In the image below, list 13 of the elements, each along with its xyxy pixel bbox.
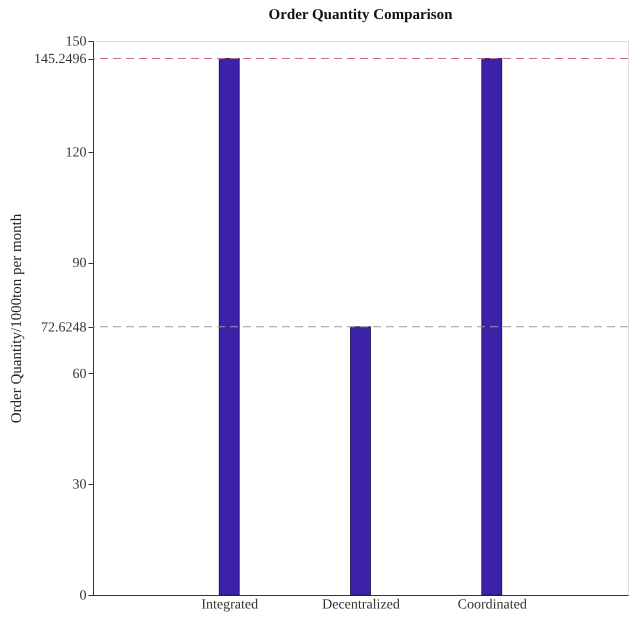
y-tick-label: 120: [66, 145, 86, 160]
y-tick-label: 72.6248: [41, 320, 86, 336]
y-tick-label: 60: [72, 366, 86, 382]
y-tick-label: 90: [72, 256, 86, 272]
x-tick-label: Integrated: [201, 598, 258, 612]
y-tick-label: 30: [72, 478, 86, 493]
y-tick-label: 0: [80, 588, 86, 604]
x-tick-label: Coordinated: [458, 598, 527, 612]
y-axis-title: Order Quantity/1000ton per month: [9, 213, 25, 424]
chart-title: Order Quantity Comparison: [268, 7, 454, 23]
y-tick-label: 145.2496: [34, 52, 86, 68]
x-tick-label: Decentralized: [322, 598, 400, 612]
y-tick-label: 150: [66, 34, 86, 50]
